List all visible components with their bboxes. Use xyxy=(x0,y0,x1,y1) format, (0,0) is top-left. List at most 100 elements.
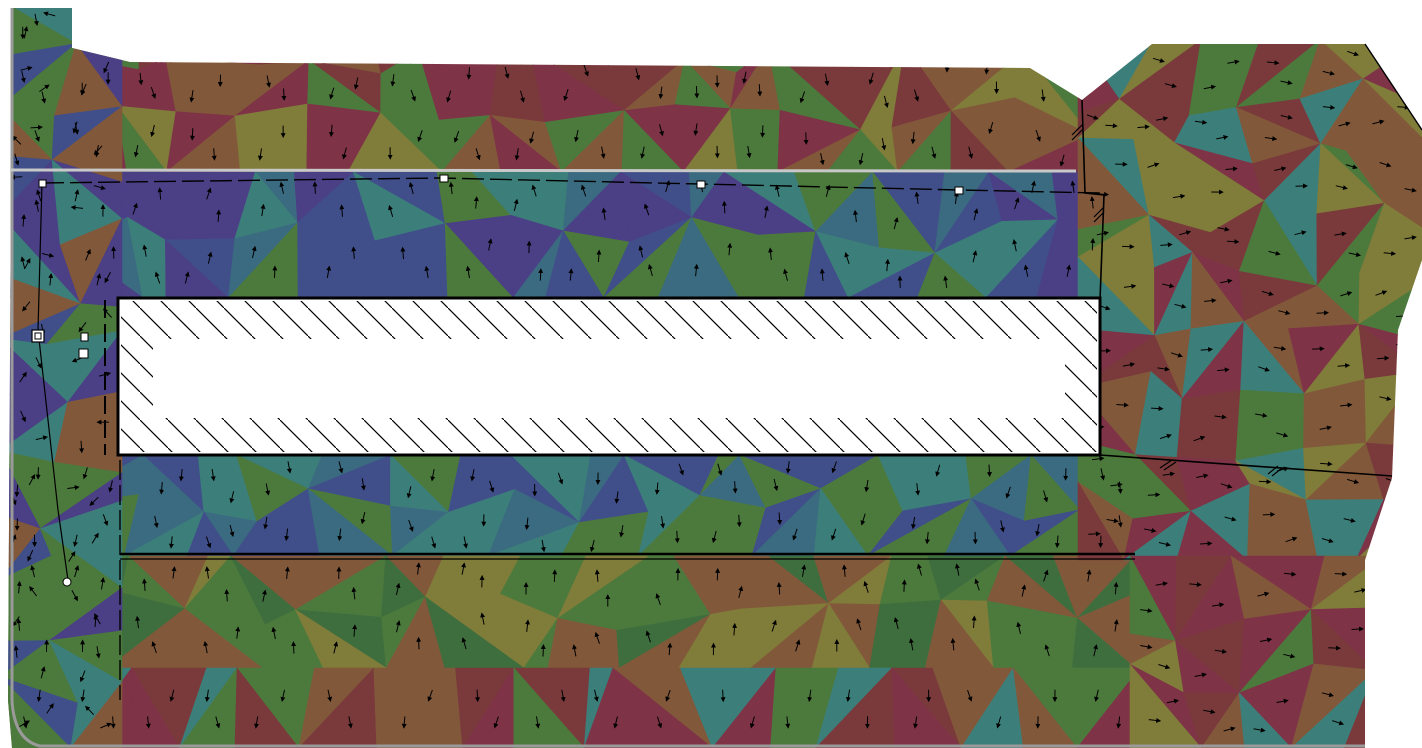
aspect-arrow xyxy=(694,14,700,28)
aspect-arrow xyxy=(1320,461,1333,467)
aspect-arrow xyxy=(1203,84,1217,90)
aspect-arrow xyxy=(493,716,499,729)
aspect-arrow xyxy=(169,689,175,702)
aspect-arrow xyxy=(79,440,85,454)
mesh-facet xyxy=(308,8,382,75)
aspect-arrow xyxy=(78,321,87,333)
aspect-arrow xyxy=(34,130,40,143)
aspect-arrow xyxy=(917,563,922,576)
aspect-arrow xyxy=(260,203,266,217)
survey-point-2[interactable] xyxy=(439,174,449,183)
aspect-arrow xyxy=(82,467,88,480)
aspect-arrow xyxy=(87,8,93,20)
aspect-arrow xyxy=(1016,621,1022,635)
mesh-facet xyxy=(612,667,714,748)
mesh-facet xyxy=(138,8,167,71)
aspect-arrow xyxy=(1086,569,1092,582)
survey-point-3[interactable] xyxy=(696,180,706,189)
aspect-arrow xyxy=(574,129,579,143)
aspect-arrow xyxy=(94,613,101,625)
aspect-arrow xyxy=(732,622,737,636)
aspect-arrow xyxy=(204,566,210,579)
mesh-facet xyxy=(891,667,962,748)
aspect-arrow xyxy=(1261,290,1274,296)
aspect-arrow xyxy=(994,25,999,38)
aspect-arrow xyxy=(1335,185,1348,190)
aspect-arrow xyxy=(893,216,899,230)
utility-box-1[interactable] xyxy=(80,332,89,342)
aspect-arrow xyxy=(1092,456,1105,462)
aspect-arrow xyxy=(271,626,277,640)
aspect-arrow xyxy=(1044,644,1050,657)
aspect-arrow xyxy=(1340,291,1353,297)
well-head[interactable] xyxy=(62,577,72,587)
aspect-arrow xyxy=(1404,187,1417,193)
aspect-arrow xyxy=(1255,412,1268,418)
aspect-arrow xyxy=(150,124,156,138)
mesh-facet xyxy=(373,667,464,748)
aspect-arrow xyxy=(1166,698,1180,704)
aspect-arrow xyxy=(1322,104,1336,110)
aspect-arrow xyxy=(988,121,994,135)
aspect-arrow xyxy=(819,152,825,166)
aspect-arrow xyxy=(207,251,213,264)
aspect-arrow xyxy=(1214,414,1227,420)
aspect-arrow xyxy=(235,626,241,639)
aspect-arrow xyxy=(771,619,777,632)
aspect-arrow xyxy=(1294,230,1307,236)
aspect-arrow xyxy=(504,66,510,79)
aspect-arrow xyxy=(1337,363,1351,369)
aspect-arrow xyxy=(1151,406,1164,412)
aspect-arrow xyxy=(647,263,653,277)
aspect-arrow xyxy=(619,525,625,538)
aspect-arrow xyxy=(1193,435,1206,442)
aspect-arrow xyxy=(974,578,980,591)
aspect-arrow xyxy=(1100,468,1106,481)
aspect-arrow xyxy=(792,528,798,541)
utility-box-2[interactable] xyxy=(78,348,89,359)
aspect-arrow xyxy=(468,28,474,41)
aspect-arrow xyxy=(1372,119,1385,125)
aspect-arrow xyxy=(430,469,436,482)
aspect-arrow xyxy=(263,517,269,530)
mesh-facet xyxy=(1382,555,1422,600)
aspect-arrow xyxy=(68,551,76,562)
aspect-arrow xyxy=(74,122,80,135)
aspect-arrow xyxy=(385,36,391,49)
aspect-arrow xyxy=(360,478,366,491)
aspect-arrow xyxy=(349,39,355,53)
aspect-arrow xyxy=(520,90,525,103)
aspect-arrow xyxy=(667,642,673,656)
aspect-arrow xyxy=(915,483,921,496)
aspect-arrow xyxy=(1054,535,1060,549)
aspect-arrow xyxy=(819,268,825,281)
aspect-arrow xyxy=(844,252,850,265)
survey-point-5[interactable] xyxy=(31,329,45,343)
aspect-arrow xyxy=(1011,12,1017,25)
aspect-arrow xyxy=(1148,717,1162,723)
aspect-arrow xyxy=(103,24,111,36)
survey-point-4[interactable] xyxy=(954,186,964,195)
aspect-arrow xyxy=(1273,345,1287,351)
aspect-arrow xyxy=(487,238,493,251)
aspect-arrow xyxy=(74,565,80,578)
aspect-arrow xyxy=(21,214,27,227)
aspect-arrow xyxy=(776,582,782,595)
aspect-arrow xyxy=(1160,242,1173,248)
aspect-arrow xyxy=(410,89,416,102)
aspect-arrow xyxy=(189,128,195,141)
aspect-arrow xyxy=(216,209,222,222)
mesh-facet xyxy=(494,8,557,50)
aspect-arrow xyxy=(1123,283,1137,289)
mesh-facet xyxy=(602,8,686,61)
aspect-arrow xyxy=(312,181,318,194)
aspect-arrow xyxy=(95,646,101,659)
aspect-arrow xyxy=(1383,250,1397,256)
mesh-facet xyxy=(902,8,979,46)
building-footprint[interactable] xyxy=(116,296,1102,457)
survey-point-1[interactable] xyxy=(38,179,47,188)
aspect-arrow xyxy=(1278,310,1291,315)
aspect-arrow xyxy=(281,88,287,101)
